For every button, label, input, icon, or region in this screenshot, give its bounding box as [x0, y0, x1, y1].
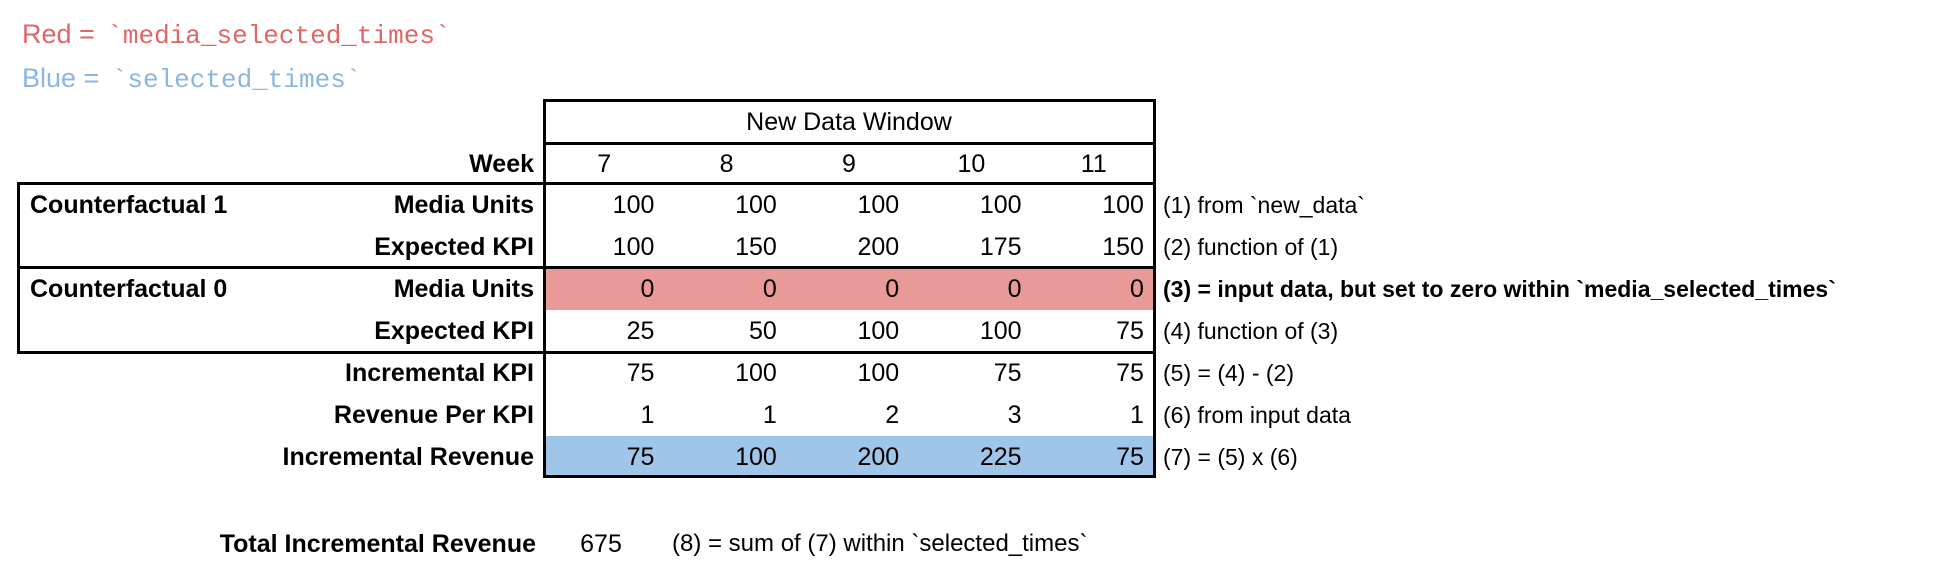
- table-cell: 3: [1007, 400, 1022, 429]
- table-border-cf-divider: [17, 266, 1156, 269]
- table-cell-highlight-red: 0: [910, 268, 1033, 310]
- row-label-cell: Counterfactual 0 Media Units: [17, 268, 543, 310]
- table-cell: 100: [857, 190, 900, 219]
- row-label-cell: Incremental KPI: [17, 352, 543, 394]
- table-border-left-labels: [17, 182, 20, 354]
- table-cell: 150: [1102, 232, 1144, 261]
- table-cell-highlight-red: 0: [543, 268, 666, 310]
- row-label-cell: Counterfactual 1 Media Units: [17, 184, 543, 226]
- table-border-under-cf0: [17, 351, 1156, 354]
- week-header: 8: [719, 149, 734, 178]
- table-cell: 1: [1130, 400, 1144, 429]
- week-header: 11: [1080, 149, 1107, 178]
- legend: Red = `media_selected_times` Blue = `sel…: [22, 12, 451, 100]
- group-label: Counterfactual 0: [30, 274, 228, 303]
- table-cell: 100: [1102, 190, 1144, 219]
- row-label: Incremental KPI: [345, 358, 534, 387]
- counterfactual-table: New Data Window Week 7 8 9 10 11 Counter…: [17, 100, 1155, 478]
- table-cell-highlight-red: 0: [1032, 268, 1155, 310]
- legend-red-label: Red =: [22, 19, 95, 49]
- annotation-5: (5) = (4) - (2): [1163, 360, 1294, 386]
- annotation-6: (6) from input data: [1163, 402, 1351, 428]
- table-border-data-right: [1153, 99, 1156, 478]
- table-cell: 100: [979, 190, 1022, 219]
- table-cell: 2: [885, 400, 900, 429]
- table-border-under-week: [17, 182, 1156, 185]
- table-cell: 25: [626, 316, 655, 345]
- table-cell: 200: [857, 232, 900, 261]
- legend-red-line: Red = `media_selected_times`: [22, 12, 451, 56]
- legend-blue-code: `selected_times`: [111, 65, 362, 95]
- annotation-2: (2) function of (1): [1163, 234, 1339, 260]
- table-cell: 100: [857, 358, 900, 387]
- row-label-cell: Revenue Per KPI: [17, 394, 543, 436]
- table-cell: 1: [762, 400, 777, 429]
- table-border-data-left: [543, 99, 546, 478]
- row-label: Expected KPI: [374, 316, 534, 345]
- row-label: Revenue Per KPI: [333, 400, 534, 429]
- totals-row: Total Incremental Revenue 675 (8) = sum …: [0, 527, 1960, 561]
- annotation-1: (1) from `new_data`: [1163, 192, 1365, 218]
- table-border-under-header: [543, 142, 1156, 145]
- row-label-cell: Expected KPI: [17, 310, 543, 352]
- table-cell: 75: [626, 358, 655, 387]
- row-label: Expected KPI: [374, 232, 534, 261]
- group-label: Counterfactual 1: [30, 190, 228, 219]
- table-cell-highlight-red: 0: [787, 268, 911, 310]
- table-border-bottom: [543, 475, 1156, 478]
- spacer-cell: [17, 100, 543, 144]
- row-label: Media Units: [393, 274, 534, 303]
- table-cell-highlight-blue: 200: [787, 436, 911, 478]
- legend-blue-line: Blue = `selected_times`: [22, 56, 451, 100]
- week-row-label: Week: [469, 149, 534, 178]
- table-cell: 1: [640, 400, 655, 429]
- week-header: 7: [597, 149, 612, 178]
- table-cell: 100: [979, 316, 1022, 345]
- row-label-cell: Incremental Revenue: [17, 436, 543, 478]
- annotation-4: (4) function of (3): [1163, 318, 1339, 344]
- row-label: Media Units: [393, 190, 534, 219]
- table-cell: 75: [993, 358, 1022, 387]
- annotation-7: (7) = (5) x (6): [1163, 444, 1298, 470]
- table-cell: 50: [748, 316, 777, 345]
- table-cell-highlight-red: 0: [665, 268, 788, 310]
- annotation-3: (3) = input data, but set to zero within…: [1163, 276, 1836, 302]
- table-cell: 100: [612, 232, 655, 261]
- table-cell-highlight-blue: 225: [910, 436, 1033, 478]
- annotations: (1) from `new_data` (2) function of (1) …: [1163, 184, 1958, 478]
- annotation-8: (8) = sum of (7) within `selected_times`: [672, 530, 1088, 557]
- table-cell: 100: [857, 316, 900, 345]
- table-cell: 75: [1116, 358, 1144, 387]
- table-border-top: [543, 99, 1156, 102]
- table-cell-highlight-blue: 75: [543, 436, 666, 478]
- table-cell-highlight-blue: 100: [665, 436, 788, 478]
- table-cell-highlight-blue: 75: [1032, 436, 1155, 478]
- new-data-window-header: New Data Window: [746, 107, 952, 136]
- total-incremental-revenue-label: Total Incremental Revenue: [219, 530, 536, 558]
- table-cell: 150: [735, 232, 777, 261]
- legend-red-code: `media_selected_times`: [107, 21, 451, 51]
- legend-blue-label: Blue =: [22, 63, 100, 93]
- table-cell: 100: [735, 358, 777, 387]
- table-cell: 100: [735, 190, 777, 219]
- table-cell: 75: [1116, 316, 1144, 345]
- row-label: Incremental Revenue: [282, 442, 535, 471]
- row-label-cell: Expected KPI: [17, 226, 543, 268]
- week-header: 10: [957, 149, 986, 178]
- week-header: 9: [842, 149, 856, 178]
- table-cell: 175: [979, 232, 1022, 261]
- table-cell: 100: [612, 190, 655, 219]
- total-incremental-revenue-value: 675: [580, 530, 622, 558]
